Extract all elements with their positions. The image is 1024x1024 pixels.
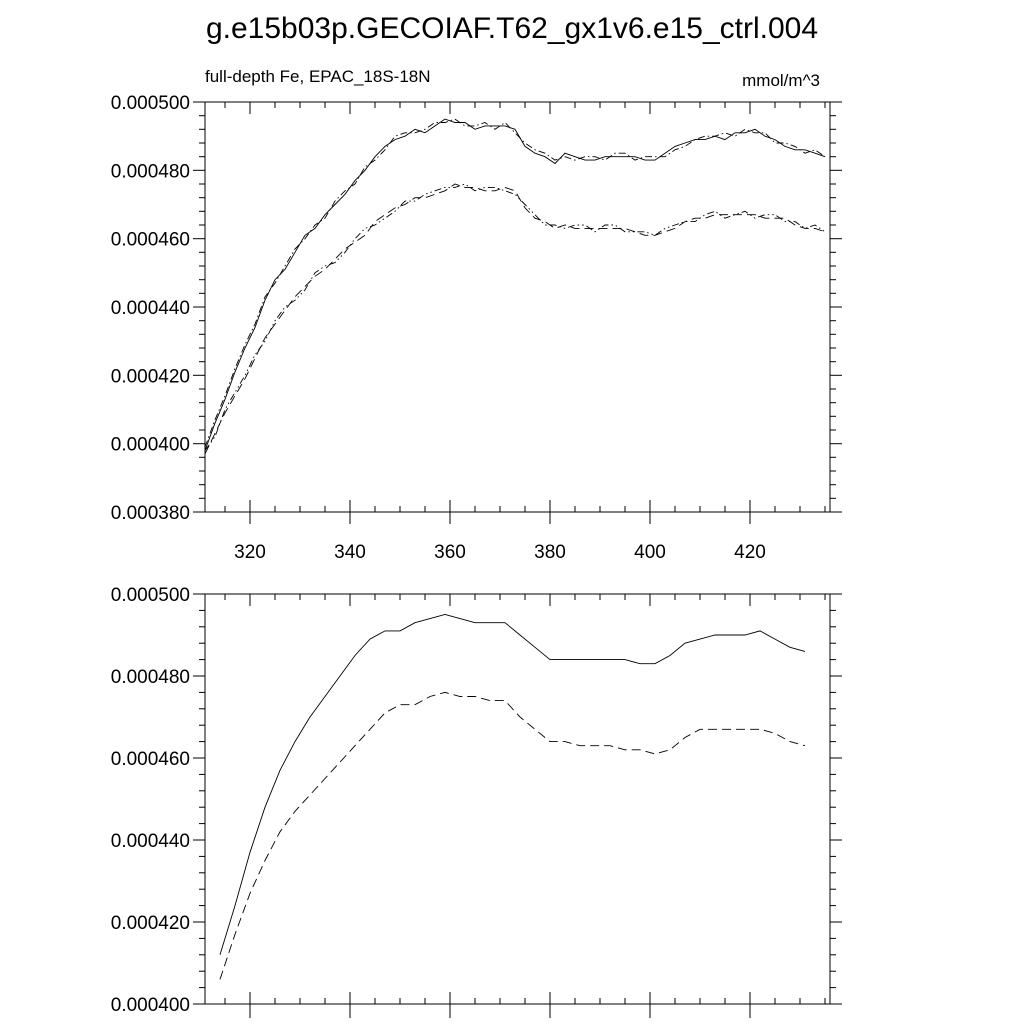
x-tick-label: 380 [534, 542, 566, 563]
y-tick-label: 0.000400 [111, 995, 190, 1016]
bottom-plot-frame [204, 593, 831, 1005]
series-line-dash-dot [204, 118, 826, 448]
x-tick-label: 320 [234, 542, 266, 563]
x-tick-label: 420 [734, 542, 766, 563]
y-tick-label: 0.000420 [111, 913, 190, 934]
top-plot-frame [204, 101, 831, 513]
y-tick-label: 0.000480 [111, 667, 190, 688]
bottom-series-group [219, 614, 806, 980]
top-axis-ticks: 320 340 360 380 400 420 0.000380 0.000400 0.0004… [111, 93, 842, 563]
series-line-dashed [204, 183, 826, 455]
y-tick-label: 0.000460 [111, 749, 190, 770]
y-tick-label: 0.000380 [111, 503, 190, 524]
x-tick-label: 400 [634, 542, 666, 563]
y-tick-label: 0.000500 [111, 585, 190, 606]
x-tick-label: 360 [434, 542, 466, 563]
top-series-group [204, 118, 826, 455]
y-tick-label: 0.000440 [111, 831, 190, 852]
y-tick-label: 0.000420 [111, 366, 190, 387]
x-tick-label: 340 [334, 542, 366, 563]
variable-region-label: full-depth Fe, EPAC_18S-18N [205, 67, 431, 86]
y-tick-label: 0.000440 [111, 298, 190, 319]
series-line-dashed [219, 691, 806, 980]
series-line-dash-dot-dot [204, 183, 826, 451]
y-tick-label: 0.000400 [111, 435, 190, 456]
chart-title: g.e15b03p.GECOIAF.T62_gx1v6.e15_ctrl.004 [206, 12, 818, 45]
y-tick-label: 0.000500 [111, 93, 190, 114]
series-line-solid [219, 614, 806, 955]
y-tick-label: 0.000460 [111, 230, 190, 251]
bottom-axis-ticks: 0.000400 0.000420 0.000440 0.000460 0.000480… [111, 585, 842, 1018]
top-panel: full-depth Fe, EPAC_18S-18N mmol/m^3 320… [111, 67, 842, 563]
units-label: mmol/m^3 [742, 71, 820, 90]
y-tick-label: 0.000480 [111, 161, 190, 182]
series-line-solid [204, 118, 826, 451]
bottom-panel: 0.000400 0.000420 0.000440 0.000460 0.000480… [111, 585, 842, 1018]
